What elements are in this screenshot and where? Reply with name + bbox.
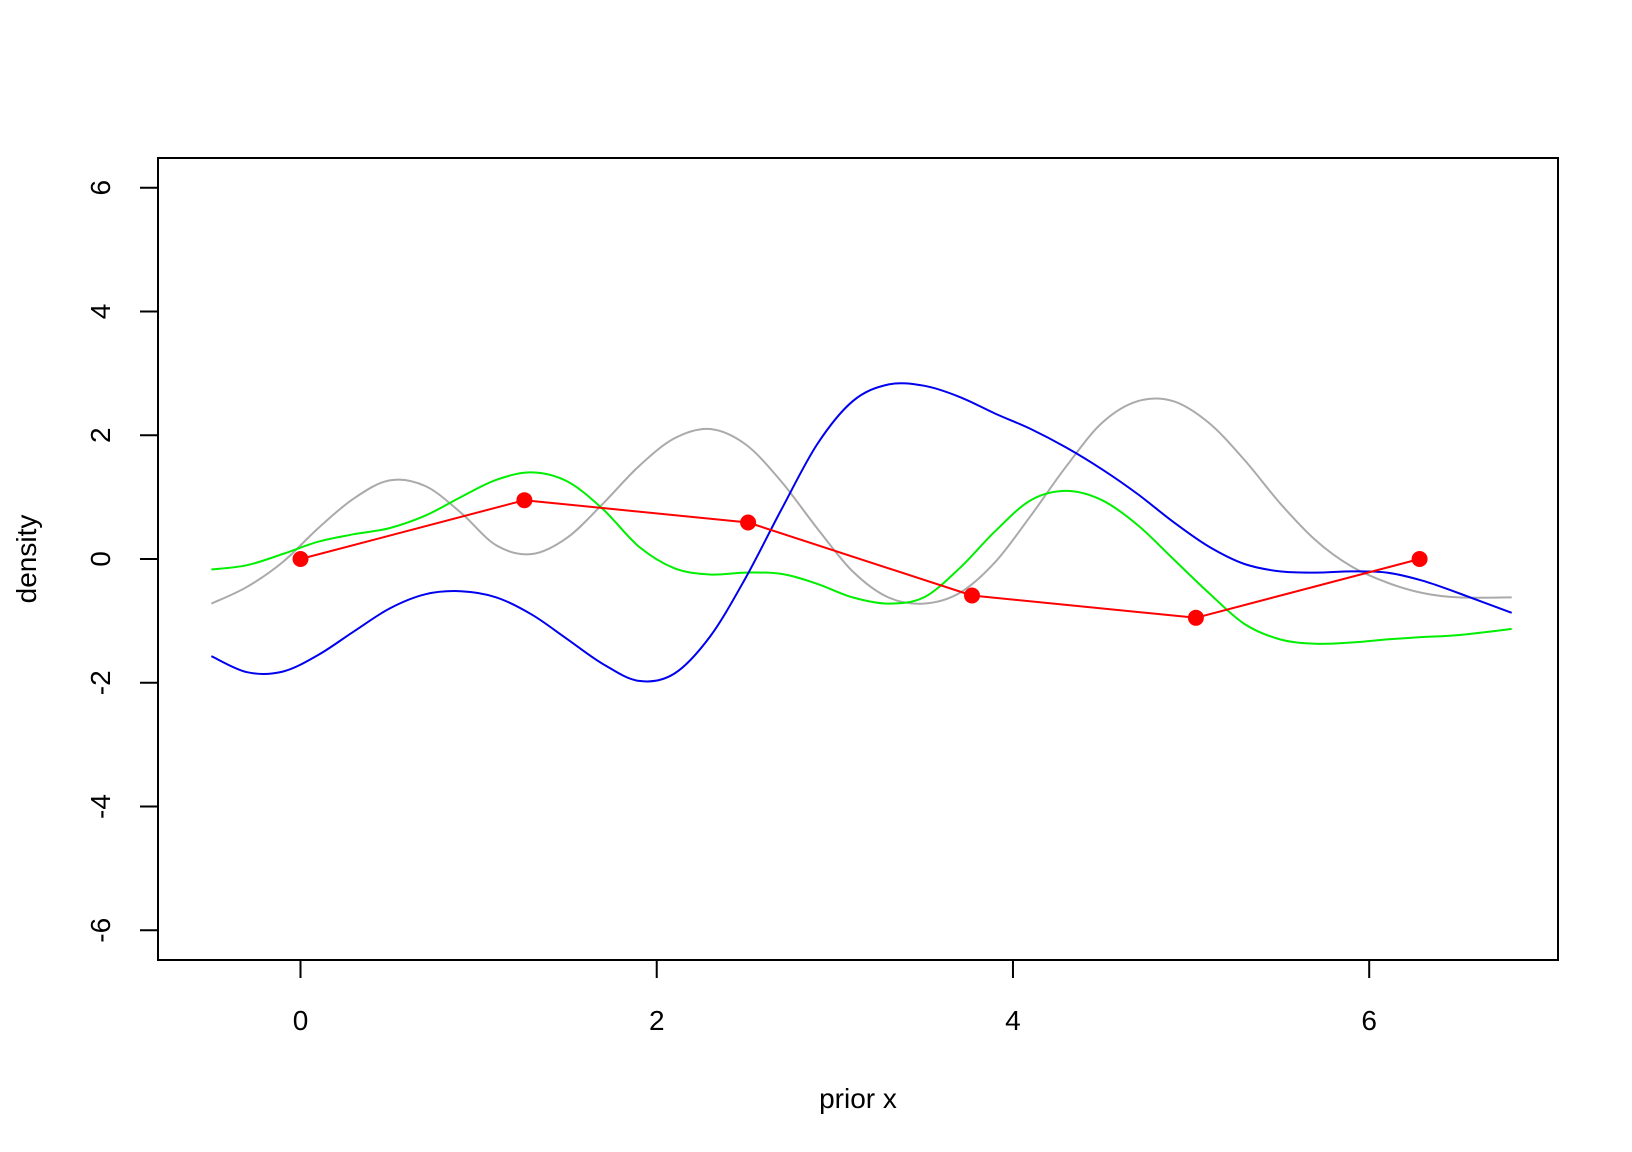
series-line-1 xyxy=(210,397,1512,605)
x-tick-label: 0 xyxy=(293,1005,309,1036)
y-tick-label: -4 xyxy=(85,794,116,819)
x-tick-label: 6 xyxy=(1361,1005,1377,1036)
data-point-5 xyxy=(1187,609,1204,626)
y-tick-label: 6 xyxy=(85,180,116,196)
data-point-1 xyxy=(292,551,309,567)
x-tick-label: 4 xyxy=(1005,1005,1021,1036)
data-point-2 xyxy=(516,492,533,509)
y-tick-label: -2 xyxy=(85,670,116,695)
y-axis-title: density xyxy=(11,515,42,604)
x-tick-label: 2 xyxy=(649,1005,665,1036)
y-axis: -6 -4 -2 0 2 4 6 xyxy=(85,180,159,943)
series-line-4 xyxy=(300,499,1420,619)
y-tick-label: 0 xyxy=(85,551,116,567)
y-tick-label: 2 xyxy=(85,427,116,443)
series-line-3 xyxy=(210,382,1513,683)
y-tick-label: -6 xyxy=(85,918,116,943)
plot-points xyxy=(292,492,1428,626)
data-point-4 xyxy=(964,587,980,604)
plot-lines xyxy=(210,382,1513,683)
x-axis-title: prior x xyxy=(819,1083,897,1114)
series-line-2 xyxy=(211,471,1512,645)
x-axis: 0 2 4 6 xyxy=(293,959,1377,1036)
y-tick-label: 4 xyxy=(85,304,116,320)
data-point-6 xyxy=(1411,551,1428,567)
data-point-3 xyxy=(740,514,757,531)
